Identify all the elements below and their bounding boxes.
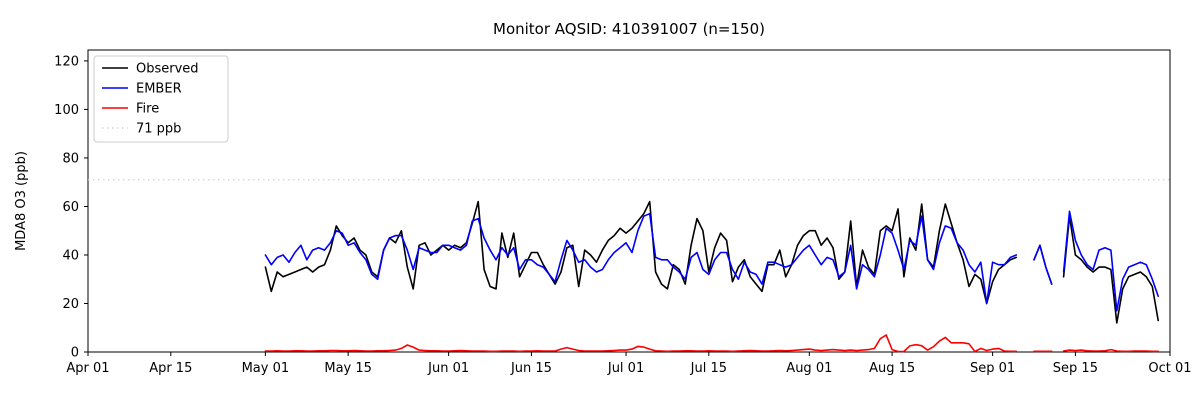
legend-ember-label: EMBER bbox=[136, 82, 182, 97]
y-tick-label: 80 bbox=[62, 151, 79, 166]
y-tick-label: 120 bbox=[54, 54, 79, 69]
y-axis: 0 20 40 60 80 100 120 bbox=[54, 54, 88, 361]
plot-frame bbox=[87, 49, 1171, 353]
x-tick-label: Aug 15 bbox=[869, 361, 915, 376]
x-tick-label: Jul 01 bbox=[607, 361, 644, 376]
legend-box bbox=[93, 55, 229, 143]
x-tick-label: May 01 bbox=[242, 361, 290, 376]
x-tick-label: Jul 15 bbox=[690, 361, 727, 376]
x-tick-label: Jun 01 bbox=[427, 361, 469, 376]
series-lines bbox=[264, 200, 1159, 353]
series-fire-line bbox=[264, 334, 1159, 353]
chart-title: Monitor AQSID: 410391007 (n=150) bbox=[493, 20, 765, 38]
y-tick-label: 0 bbox=[71, 346, 79, 361]
y-tick-label: 20 bbox=[62, 297, 79, 312]
x-axis: Apr 01 Apr 15 May 01 May 15 Jun 01 Jun 15 Jul … bbox=[66, 352, 1192, 376]
x-tick-label: Oct 01 bbox=[1148, 361, 1191, 376]
x-tick-label: Apr 01 bbox=[66, 361, 109, 376]
series-ember-line bbox=[264, 210, 1159, 312]
x-tick-label: Sep 01 bbox=[970, 361, 1015, 376]
x-tick-label: Aug 01 bbox=[786, 361, 832, 376]
x-tick-label: Jun 15 bbox=[510, 361, 552, 376]
x-tick-label: Sep 15 bbox=[1053, 361, 1098, 376]
legend-observed-label: Observed bbox=[136, 62, 199, 77]
y-tick-label: 40 bbox=[62, 248, 79, 263]
x-tick-label: Apr 15 bbox=[149, 361, 192, 376]
y-tick-label: 100 bbox=[54, 103, 79, 118]
legend: Observed EMBER Fire 71 ppb bbox=[93, 55, 229, 143]
legend-fire-label: Fire bbox=[136, 102, 159, 117]
legend-threshold-label: 71 ppb bbox=[136, 122, 181, 137]
y-axis-label: MDA8 O3 (ppb) bbox=[14, 151, 29, 251]
x-tick-label: May 15 bbox=[324, 361, 372, 376]
y-tick-label: 60 bbox=[62, 200, 79, 215]
series-observed-line bbox=[264, 200, 1159, 324]
